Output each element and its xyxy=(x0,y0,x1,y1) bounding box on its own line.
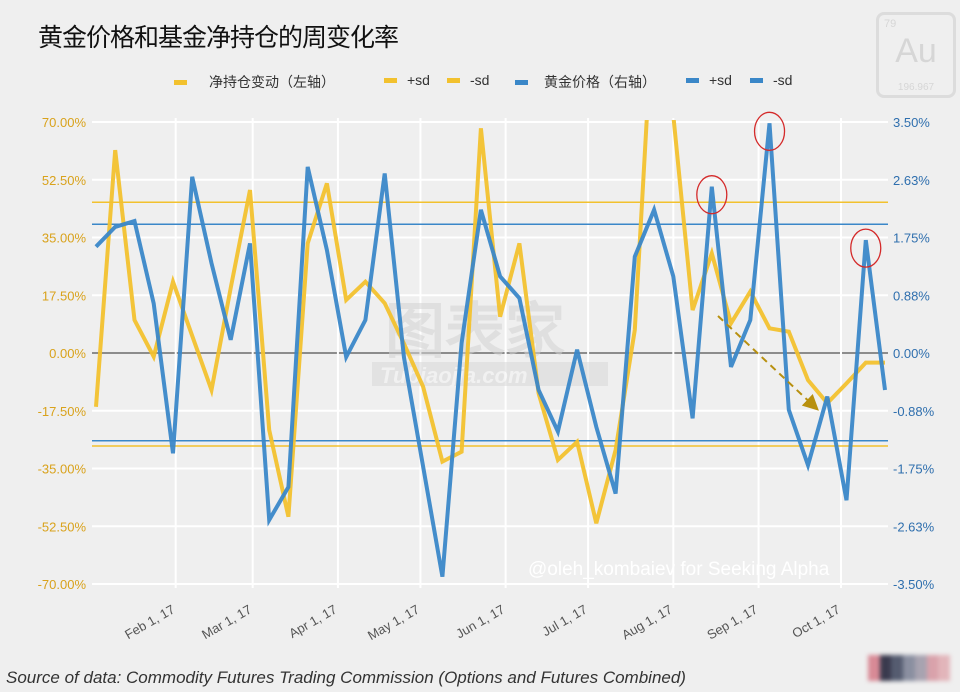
x-tick-label: Jun 1, 17 xyxy=(453,602,507,642)
legend-label: +sd xyxy=(709,72,732,88)
legend-swatch xyxy=(686,77,699,83)
legend-swatch xyxy=(447,77,460,83)
highlight-circle xyxy=(850,228,882,268)
legend-item-left-plus-sd: +sd xyxy=(384,72,430,88)
left-tick-label: -35.00% xyxy=(38,462,87,477)
legend-label: 黄金价格（右轴） xyxy=(544,74,656,90)
highlight-circle xyxy=(696,175,728,215)
legend: 净持仓变动（左轴） +sd -sd 黄金价格（右轴） +sd -sd xyxy=(0,72,960,92)
series-lines xyxy=(94,120,887,578)
left-tick-label: 0.00% xyxy=(49,346,86,361)
gold-price-line xyxy=(94,123,887,578)
chart-title: 黄金价格和基金净持仓的周变化率 xyxy=(38,23,399,52)
left-tick-label: -70.00% xyxy=(38,577,87,592)
legend-item-left-minus-sd: -sd xyxy=(447,72,489,88)
blurred-badge xyxy=(868,655,951,681)
legend-label: 净持仓变动（左轴） xyxy=(209,74,335,90)
left-tick-label: -17.50% xyxy=(38,404,87,419)
x-tick-label: Oct 1, 17 xyxy=(789,602,842,641)
legend-item-gold-price: 黄金价格（右轴） xyxy=(515,72,656,92)
right-tick-label: -1.75% xyxy=(893,462,935,477)
annotations xyxy=(696,111,882,411)
logo-symbol: Au xyxy=(895,32,937,70)
legend-label: -sd xyxy=(773,72,793,88)
right-tick-label: 3.50% xyxy=(893,115,930,130)
x-tick-label: Jul 1, 17 xyxy=(540,602,590,640)
left-tick-label: 17.50% xyxy=(42,288,87,303)
right-tick-label: -3.50% xyxy=(893,577,935,592)
source-note: Source of data: Commodity Futures Tradin… xyxy=(6,668,686,687)
x-tick-label: Feb 1, 17 xyxy=(122,602,177,642)
left-tick-label: 70.00% xyxy=(42,115,87,130)
legend-swatch xyxy=(174,79,187,85)
logo-atomic-number: 79 xyxy=(884,18,897,30)
left-tick-label: 35.00% xyxy=(42,231,87,246)
legend-swatch xyxy=(750,77,763,83)
x-tick-label: Sep 1, 17 xyxy=(704,602,760,643)
highlight-circle xyxy=(753,111,786,151)
legend-item-right-minus-sd: -sd xyxy=(750,72,792,88)
net-position-line xyxy=(94,120,885,524)
legend-swatch xyxy=(384,77,397,83)
x-tick-label: May 1, 17 xyxy=(365,602,422,644)
gold-element-logo: 79 Au 196.967 xyxy=(876,12,956,98)
right-tick-label: 0.88% xyxy=(893,288,930,303)
legend-label: -sd xyxy=(470,72,490,88)
x-tick-label: Apr 1, 17 xyxy=(286,602,339,641)
x-tick-label: Aug 1, 17 xyxy=(619,602,675,643)
trend-arrow xyxy=(717,315,819,411)
watermark-cn: 图表家 xyxy=(385,298,565,365)
right-tick-label: 2.63% xyxy=(893,173,930,188)
x-tick-label: Mar 1, 17 xyxy=(199,602,254,642)
logo-weight: 196.967 xyxy=(897,82,935,93)
left-tick-label: 52.50% xyxy=(42,173,87,188)
right-tick-label: 0.00% xyxy=(893,346,930,361)
legend-label: +sd xyxy=(407,72,430,88)
right-tick-label: -0.88% xyxy=(893,404,935,419)
legend-item-net-position: 净持仓变动（左轴） xyxy=(174,72,335,92)
legend-item-right-plus-sd: +sd xyxy=(686,72,732,88)
right-tick-label: -2.63% xyxy=(893,519,935,534)
right-tick-label: 1.75% xyxy=(893,231,930,246)
watermark-site: Tubiaojia.com xyxy=(380,363,528,388)
left-tick-label: -52.50% xyxy=(38,519,87,534)
legend-swatch xyxy=(515,79,528,85)
credit-watermark: @oleh_kombaiev for Seeking Alpha xyxy=(528,559,830,580)
